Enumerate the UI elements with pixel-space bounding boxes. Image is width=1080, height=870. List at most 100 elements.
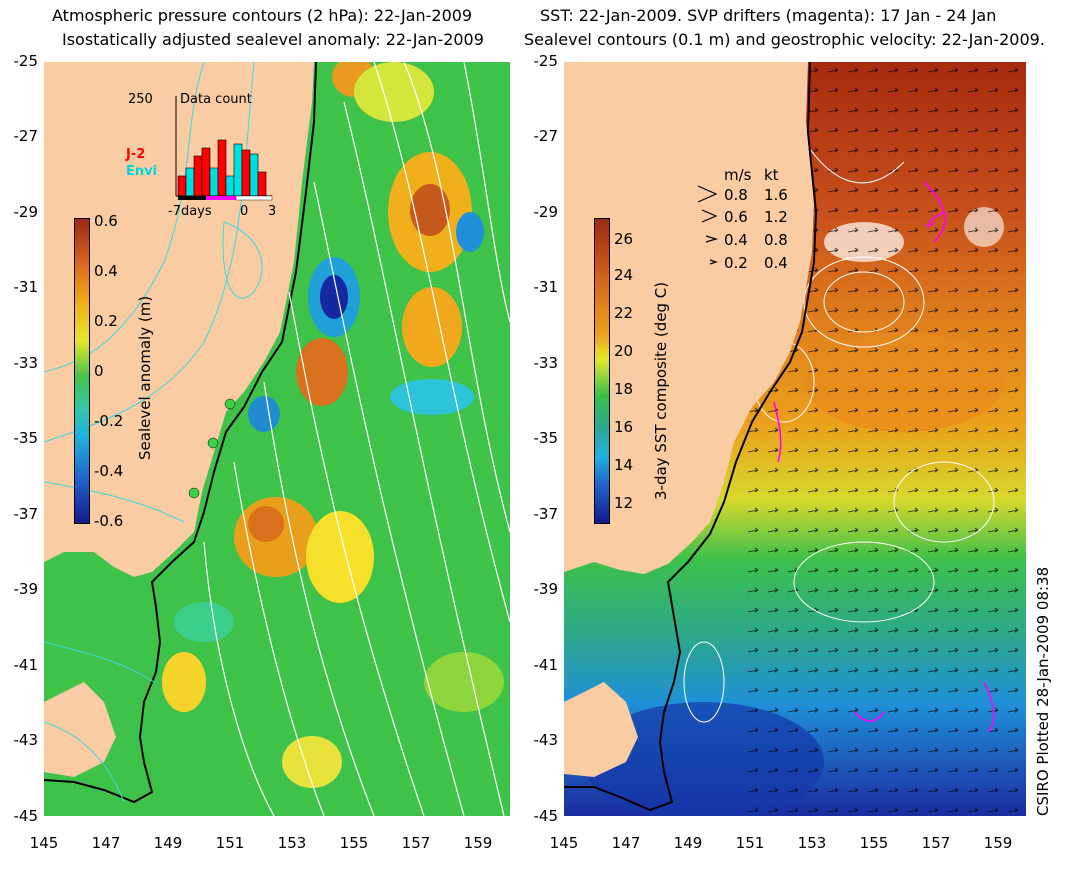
anomaly-cool xyxy=(390,379,474,415)
inset-x-end: 3 xyxy=(268,204,277,219)
drifter-tracks xyxy=(773,181,995,733)
left-x-tick: 157 xyxy=(401,834,431,852)
left-map-svg xyxy=(44,62,510,816)
anomaly-cool xyxy=(456,212,484,252)
right-mainland xyxy=(564,62,814,574)
left-x-tick: 151 xyxy=(215,834,245,852)
anomaly-cool-core xyxy=(320,275,348,319)
left-y-tick: -39 xyxy=(13,580,39,598)
left-y-tick: -31 xyxy=(13,278,39,296)
left-tasmania xyxy=(44,682,116,777)
anomaly-yellow xyxy=(306,511,374,603)
velocity-row-ms: 0.8 xyxy=(724,186,748,204)
anomaly-cool xyxy=(248,396,280,432)
right-y-tick: -31 xyxy=(533,278,559,296)
left-x-tick: 149 xyxy=(153,834,183,852)
left-x-tick: 155 xyxy=(339,834,369,852)
right-x-tick: 149 xyxy=(673,834,703,852)
right-coast-contour xyxy=(564,62,818,812)
station-marker xyxy=(224,398,236,410)
anomaly-yellow xyxy=(354,62,434,122)
right-map-panel xyxy=(564,62,1026,816)
anomaly-warm xyxy=(402,287,462,367)
right-x-tick: 159 xyxy=(983,834,1013,852)
right-cb-tick: 26 xyxy=(614,230,634,248)
right-x-tick: 153 xyxy=(797,834,827,852)
right-cb-tick: 24 xyxy=(614,266,634,284)
right-cb-tick: 16 xyxy=(614,418,634,436)
velocity-row-ms: 0.4 xyxy=(724,231,748,249)
right-title-line2: Sealevel contours (0.1 m) and geostrophi… xyxy=(524,30,1045,49)
inset-bars xyxy=(177,139,267,197)
left-y-tick: -43 xyxy=(13,731,39,749)
inset-x-start: -7days xyxy=(168,204,212,219)
right-y-tick: -37 xyxy=(533,505,559,523)
left-x-tick: 145 xyxy=(29,834,59,852)
right-cb-tick: 22 xyxy=(614,304,634,322)
right-cb-tick: 12 xyxy=(614,494,634,512)
anomaly-yellow xyxy=(282,736,342,788)
left-y-tick: -25 xyxy=(13,52,39,70)
inset-histogram xyxy=(175,96,273,201)
right-tasmania xyxy=(564,682,638,777)
inset-j2-label: J-2 xyxy=(126,147,146,162)
right-y-tick: -27 xyxy=(533,127,559,145)
right-y-tick: -39 xyxy=(533,580,559,598)
right-x-tick: 151 xyxy=(735,834,765,852)
right-colorbar xyxy=(594,218,610,524)
anomaly-teal xyxy=(174,602,234,642)
inset-max-label: 250 xyxy=(128,92,153,107)
left-cb-tick: 0.2 xyxy=(94,312,118,330)
anomaly-warm-core xyxy=(296,338,348,406)
left-cb-tick: 0.4 xyxy=(94,262,118,280)
anomaly-teal xyxy=(424,652,504,712)
left-colorbar-title: Sealevel anomaly (m) xyxy=(136,295,154,460)
left-title-line2: Isostatically adjusted sealevel anomaly:… xyxy=(62,30,484,49)
velocity-row-kt: 1.6 xyxy=(764,186,788,204)
velocity-row-ms: 0.6 xyxy=(724,208,748,226)
right-y-tick: -29 xyxy=(533,203,559,221)
right-y-tick: -35 xyxy=(533,429,559,447)
right-cb-tick: 18 xyxy=(614,380,634,398)
velocity-header-ms: m/s xyxy=(724,166,752,184)
velocity-row-kt: 0.8 xyxy=(764,231,788,249)
left-x-tick: 159 xyxy=(463,834,493,852)
inset-count-label: Data count xyxy=(180,92,252,107)
right-x-tick: 155 xyxy=(859,834,889,852)
velocity-header-kt: kt xyxy=(764,166,779,184)
left-x-tick: 147 xyxy=(91,834,121,852)
left-map-panel xyxy=(44,62,510,816)
left-y-tick: -29 xyxy=(13,203,39,221)
left-cb-tick: -0.2 xyxy=(94,412,124,430)
left-y-tick: -41 xyxy=(13,656,39,674)
left-y-tick: -33 xyxy=(13,354,39,372)
left-y-tick: -35 xyxy=(13,429,39,447)
left-cb-tick: -0.6 xyxy=(94,512,124,530)
right-cb-tick: 14 xyxy=(614,456,634,474)
left-y-tick: -37 xyxy=(13,505,39,523)
station-marker xyxy=(207,437,219,449)
right-x-tick: 147 xyxy=(611,834,641,852)
velocity-arrow-symbols xyxy=(697,185,719,265)
right-map-svg xyxy=(564,62,1026,816)
left-y-tick: -27 xyxy=(13,127,39,145)
inset-x-zero: 0 xyxy=(240,204,249,219)
left-title-line1: Atmospheric pressure contours (2 hPa): 2… xyxy=(52,6,473,25)
inset-envi-label: Envi xyxy=(126,164,158,179)
credit-text: CSIRO Plotted 28-Jan-2009 08:38 xyxy=(1034,566,1052,816)
left-cb-tick: 0 xyxy=(94,362,104,380)
left-y-tick: -45 xyxy=(13,807,39,825)
left-colorbar xyxy=(74,218,90,524)
right-title-line1: SST: 22-Jan-2009. SVP drifters (magenta)… xyxy=(540,6,997,25)
right-y-tick: -45 xyxy=(533,807,559,825)
sealevel-contours xyxy=(683,121,995,723)
station-marker xyxy=(188,487,200,499)
right-y-tick: -41 xyxy=(533,656,559,674)
right-cb-tick: 20 xyxy=(614,342,634,360)
isobars xyxy=(203,62,510,816)
right-x-tick: 157 xyxy=(921,834,951,852)
anomaly-warm-core xyxy=(410,184,450,236)
right-colorbar-title: 3-day SST composite (deg C) xyxy=(652,281,670,500)
anomaly-yellow xyxy=(162,652,206,712)
right-x-tick: 145 xyxy=(549,834,579,852)
